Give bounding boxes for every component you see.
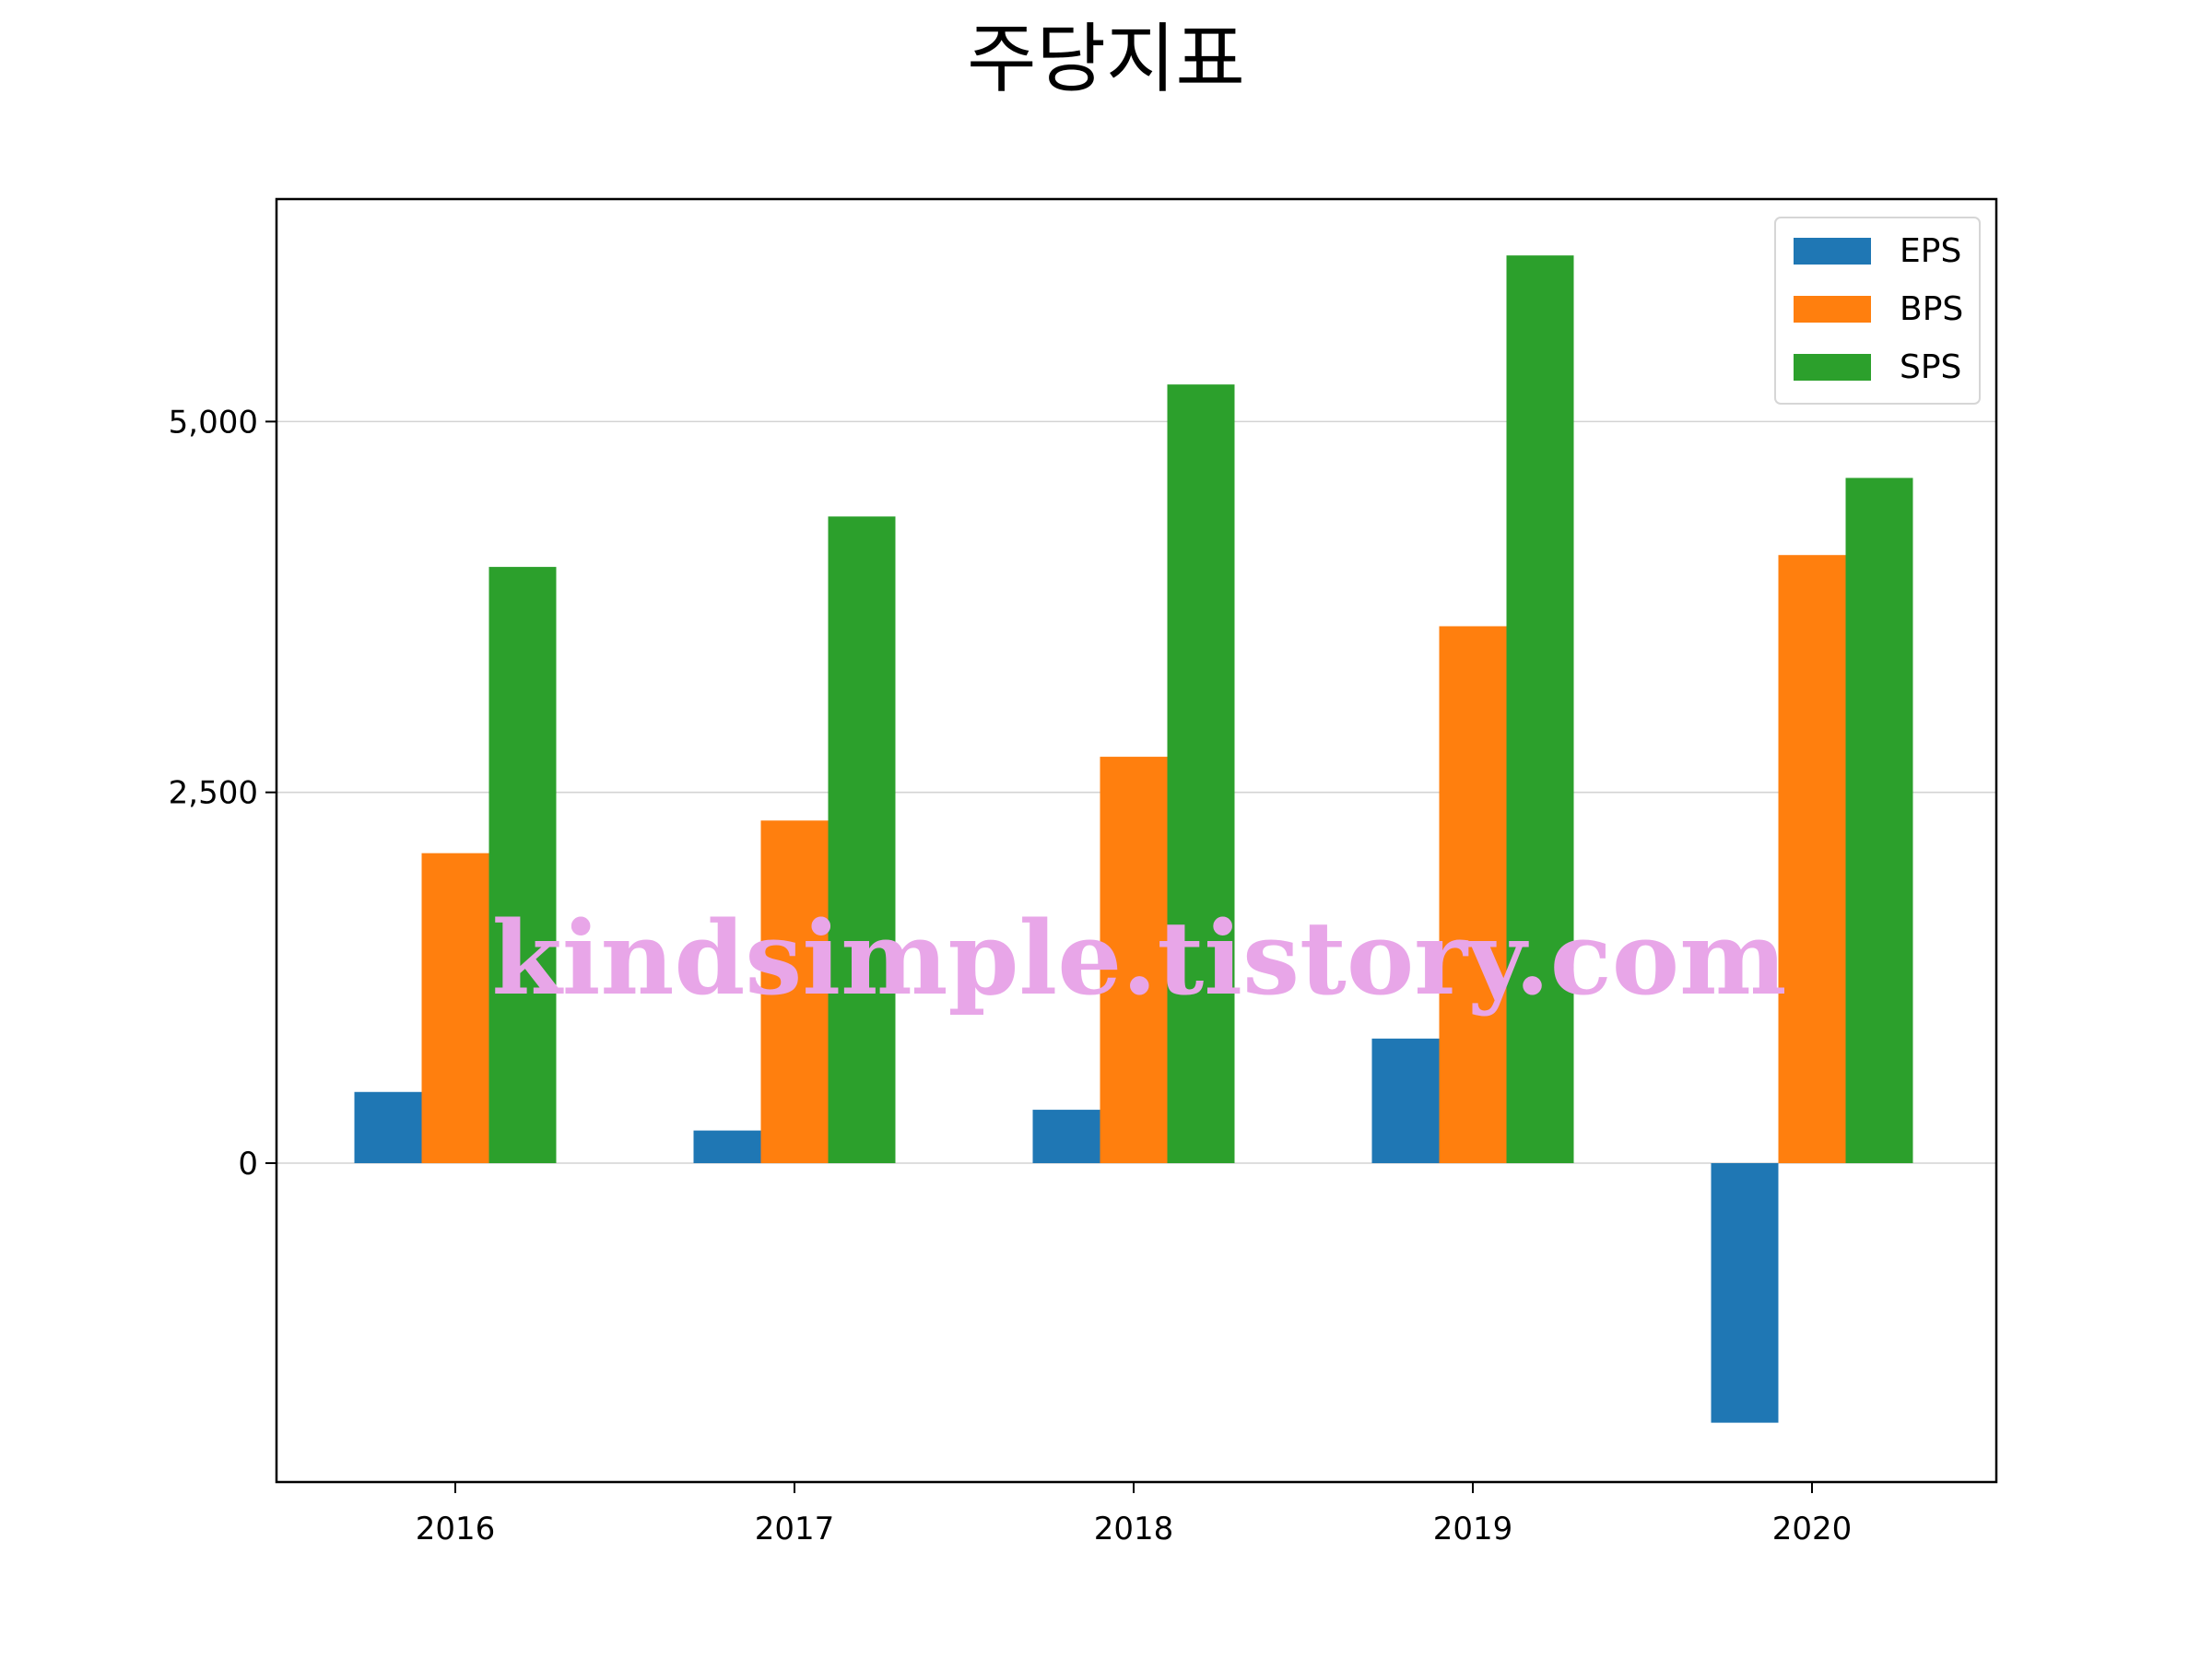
bar-eps-2020 <box>1711 1163 1779 1423</box>
y-axis: 0 2,500 5,000 <box>169 404 276 1182</box>
x-tick-label: 2018 <box>1094 1511 1174 1547</box>
x-tick-label: 2019 <box>1433 1511 1513 1547</box>
legend-label-sps: SPS <box>1900 348 1961 386</box>
bar-eps-2016 <box>354 1091 422 1164</box>
bar-sps-2018 <box>1167 384 1235 1164</box>
bar-eps-2019 <box>1371 1038 1440 1164</box>
x-tick-label: 2016 <box>416 1511 496 1547</box>
plot-frame <box>275 197 1998 1484</box>
x-tick-label: 2020 <box>1772 1511 1853 1547</box>
watermark-text: kindsimple.tistory.com <box>492 899 1787 1018</box>
bar-eps-2018 <box>1032 1110 1100 1164</box>
legend-swatch-bps <box>1794 296 1871 323</box>
y-tick-label: 5,000 <box>169 404 258 441</box>
legend: EPS BPS SPS <box>1774 217 1981 405</box>
bar-sps-2020 <box>1845 477 1913 1164</box>
y-tick-label: 2,500 <box>169 775 258 812</box>
legend-swatch-sps <box>1794 354 1871 381</box>
bar-eps-2017 <box>693 1130 761 1164</box>
bar-sps-2016 <box>488 567 557 1164</box>
bar-bps-2019 <box>1439 626 1507 1164</box>
bars <box>354 255 1913 1423</box>
bar-bps-2016 <box>421 853 489 1164</box>
bar-bps-2017 <box>760 820 829 1164</box>
bar-bps-2020 <box>1778 555 1846 1164</box>
legend-label-bps: BPS <box>1900 290 1963 328</box>
x-axis: 2016 2017 2018 2019 2020 <box>416 1482 1853 1547</box>
bar-sps-2019 <box>1506 255 1574 1164</box>
legend-swatch-eps <box>1794 238 1871 265</box>
chart-title: 주당지표 <box>967 16 1245 103</box>
bar-bps-2018 <box>1100 757 1168 1164</box>
bar-sps-2017 <box>828 516 896 1164</box>
legend-label-eps: EPS <box>1900 232 1961 270</box>
x-tick-label: 2017 <box>755 1511 835 1547</box>
y-tick-label: 0 <box>238 1146 258 1182</box>
